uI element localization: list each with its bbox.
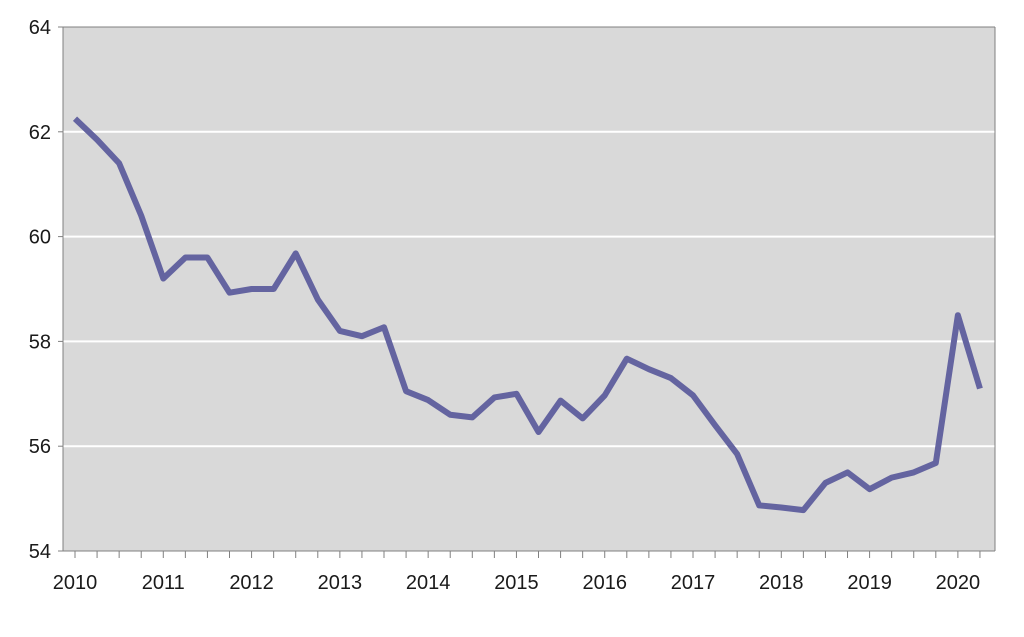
x-tick-label-2013: 2013	[318, 572, 363, 594]
y-tick-label-58: 58	[29, 331, 51, 353]
gridlines	[63, 130, 995, 448]
y-tick-label-56: 56	[29, 436, 51, 458]
axes	[58, 26, 996, 558]
x-tick-label-2019: 2019	[847, 572, 892, 594]
series-layer	[72, 116, 983, 514]
x-tick-label-2018: 2018	[759, 572, 804, 594]
y-tick-label-60: 60	[29, 227, 51, 249]
x-tick-label-2011: 2011	[142, 572, 185, 594]
x-tick-label-2014: 2014	[406, 572, 451, 594]
x-tick-labels: 2010 2011 2012 2013 2014 2015 2016 2017 2018 2019…	[53, 572, 980, 594]
x-tick-label-2010: 2010	[53, 572, 98, 594]
x-tick-label-2012: 2012	[229, 572, 274, 594]
x-tick-label-2017: 2017	[671, 572, 716, 594]
x-tick-label-2015: 2015	[494, 572, 539, 594]
y-tick-label-54: 54	[29, 541, 51, 563]
y-tick-labels: 54 56 58 60 62 64	[29, 17, 51, 563]
y-tick-label-62: 62	[29, 122, 51, 144]
plot-area	[63, 27, 995, 551]
x-tick-label-2020: 2020	[936, 572, 981, 594]
series-line-0	[72, 116, 983, 514]
y-tick-label-64: 64	[29, 17, 51, 39]
x-tick-label-2016: 2016	[582, 572, 627, 594]
